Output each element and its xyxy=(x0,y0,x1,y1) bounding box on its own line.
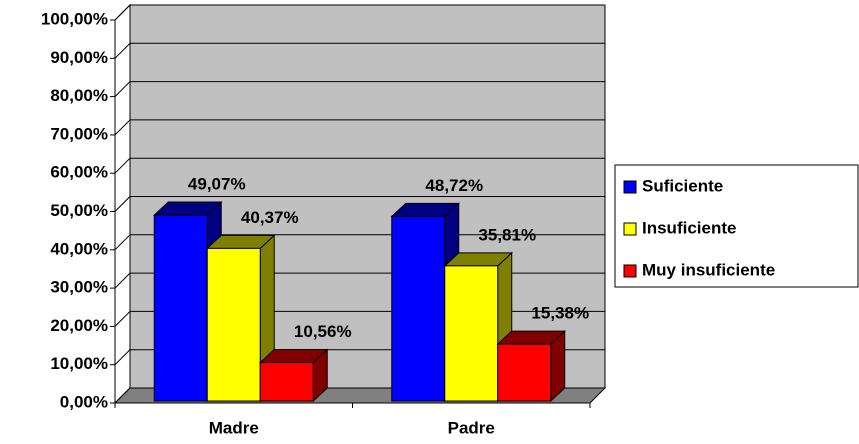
bar xyxy=(153,214,208,402)
y-tick-label: 0,00% xyxy=(60,392,108,411)
y-tick-label: 30,00% xyxy=(50,278,108,297)
bar xyxy=(444,265,499,402)
bar-group xyxy=(258,348,329,403)
grid-line-side xyxy=(114,311,131,327)
data-label: 10,56% xyxy=(294,322,352,341)
data-label: 35,81% xyxy=(478,225,536,244)
data-label: 48,72% xyxy=(425,176,483,195)
y-tick-label: 90,00% xyxy=(50,48,108,67)
grid-line-side xyxy=(114,272,131,289)
legend-swatch xyxy=(623,264,637,278)
y-tick-label: 100,00% xyxy=(41,9,108,28)
legend-swatch xyxy=(623,222,637,236)
legend-swatch xyxy=(623,180,637,194)
grid-line-side xyxy=(114,4,131,21)
grid-line-side xyxy=(114,42,131,59)
grid-line-side xyxy=(114,349,131,366)
y-tick-label: 40,00% xyxy=(50,239,108,258)
legend-label: Suficiente xyxy=(642,176,723,195)
legend-label: Insuficiente xyxy=(642,218,736,237)
y-tick-label: 50,00% xyxy=(50,201,108,220)
bar xyxy=(391,215,446,402)
data-label: 40,37% xyxy=(241,208,299,227)
y-tick-label: 20,00% xyxy=(50,316,108,335)
grid-line-side xyxy=(114,81,131,97)
bar xyxy=(206,247,261,402)
data-label: 49,07% xyxy=(188,175,246,194)
legend-box xyxy=(614,164,859,288)
x-tick-label: Madre xyxy=(209,418,259,437)
bar xyxy=(497,343,552,402)
x-tick-label: Padre xyxy=(448,418,495,437)
grid-line-side xyxy=(114,157,131,174)
grid-line-side xyxy=(114,196,131,212)
bar xyxy=(259,362,314,402)
grid-line-side xyxy=(114,119,131,136)
y-tick-label: 60,00% xyxy=(50,163,108,182)
data-label: 15,38% xyxy=(531,304,589,323)
bar-group xyxy=(496,329,567,403)
y-tick-label: 80,00% xyxy=(50,86,108,105)
y-tick-label: 70,00% xyxy=(50,124,108,143)
grid-line-side xyxy=(114,234,131,251)
legend-label: Muy insuficiente xyxy=(642,260,775,279)
y-tick-label: 10,00% xyxy=(50,354,108,373)
